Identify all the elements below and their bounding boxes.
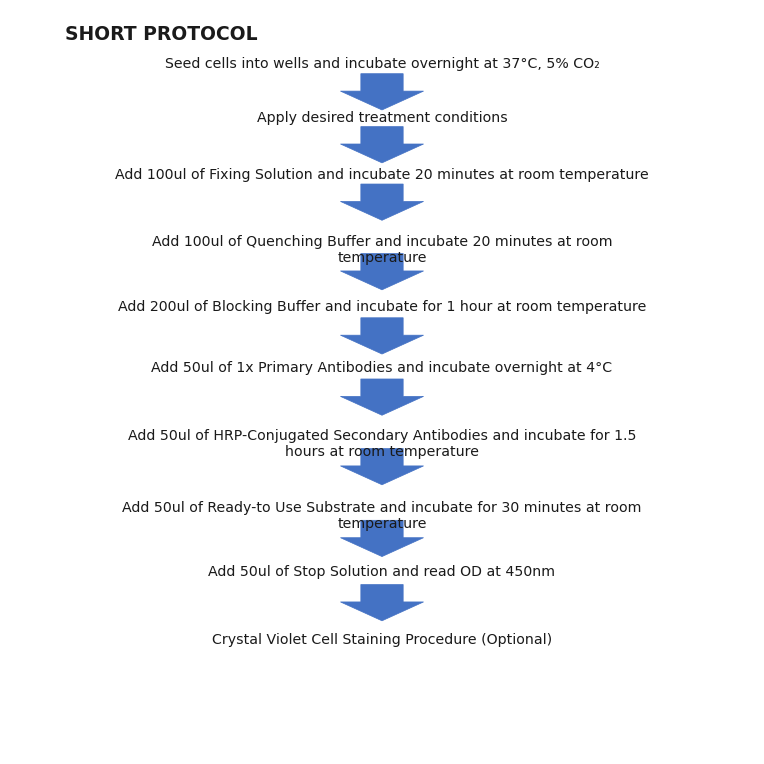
Polygon shape	[341, 184, 423, 220]
Text: Apply desired treatment conditions: Apply desired treatment conditions	[257, 112, 507, 125]
Polygon shape	[341, 127, 423, 163]
Text: SHORT PROTOCOL: SHORT PROTOCOL	[65, 25, 257, 44]
Polygon shape	[341, 520, 423, 556]
Polygon shape	[341, 254, 423, 290]
Polygon shape	[341, 448, 423, 485]
Text: Add 200ul of Blocking Buffer and incubate for 1 hour at room temperature: Add 200ul of Blocking Buffer and incubat…	[118, 300, 646, 315]
Text: Crystal Violet Cell Staining Procedure (Optional): Crystal Violet Cell Staining Procedure (…	[212, 633, 552, 647]
Text: Add 50ul of 1x Primary Antibodies and incubate overnight at 4°C: Add 50ul of 1x Primary Antibodies and in…	[151, 361, 613, 375]
Text: Add 100ul of Quenching Buffer and incubate 20 minutes at room
temperature: Add 100ul of Quenching Buffer and incuba…	[152, 235, 612, 265]
Polygon shape	[341, 73, 423, 110]
Polygon shape	[341, 318, 423, 354]
Text: Add 50ul of HRP-Conjugated Secondary Antibodies and incubate for 1.5
hours at ro: Add 50ul of HRP-Conjugated Secondary Ant…	[128, 429, 636, 459]
Polygon shape	[341, 584, 423, 621]
Text: Add 100ul of Fixing Solution and incubate 20 minutes at room temperature: Add 100ul of Fixing Solution and incubat…	[115, 168, 649, 182]
Text: Add 50ul of Ready-to Use Substrate and incubate for 30 minutes at room
temperatu: Add 50ul of Ready-to Use Substrate and i…	[122, 500, 642, 531]
Text: Seed cells into wells and incubate overnight at 37°C, 5% CO₂: Seed cells into wells and incubate overn…	[164, 57, 600, 71]
Text: Add 50ul of Stop Solution and read OD at 450nm: Add 50ul of Stop Solution and read OD at…	[209, 565, 555, 579]
Polygon shape	[341, 379, 423, 416]
